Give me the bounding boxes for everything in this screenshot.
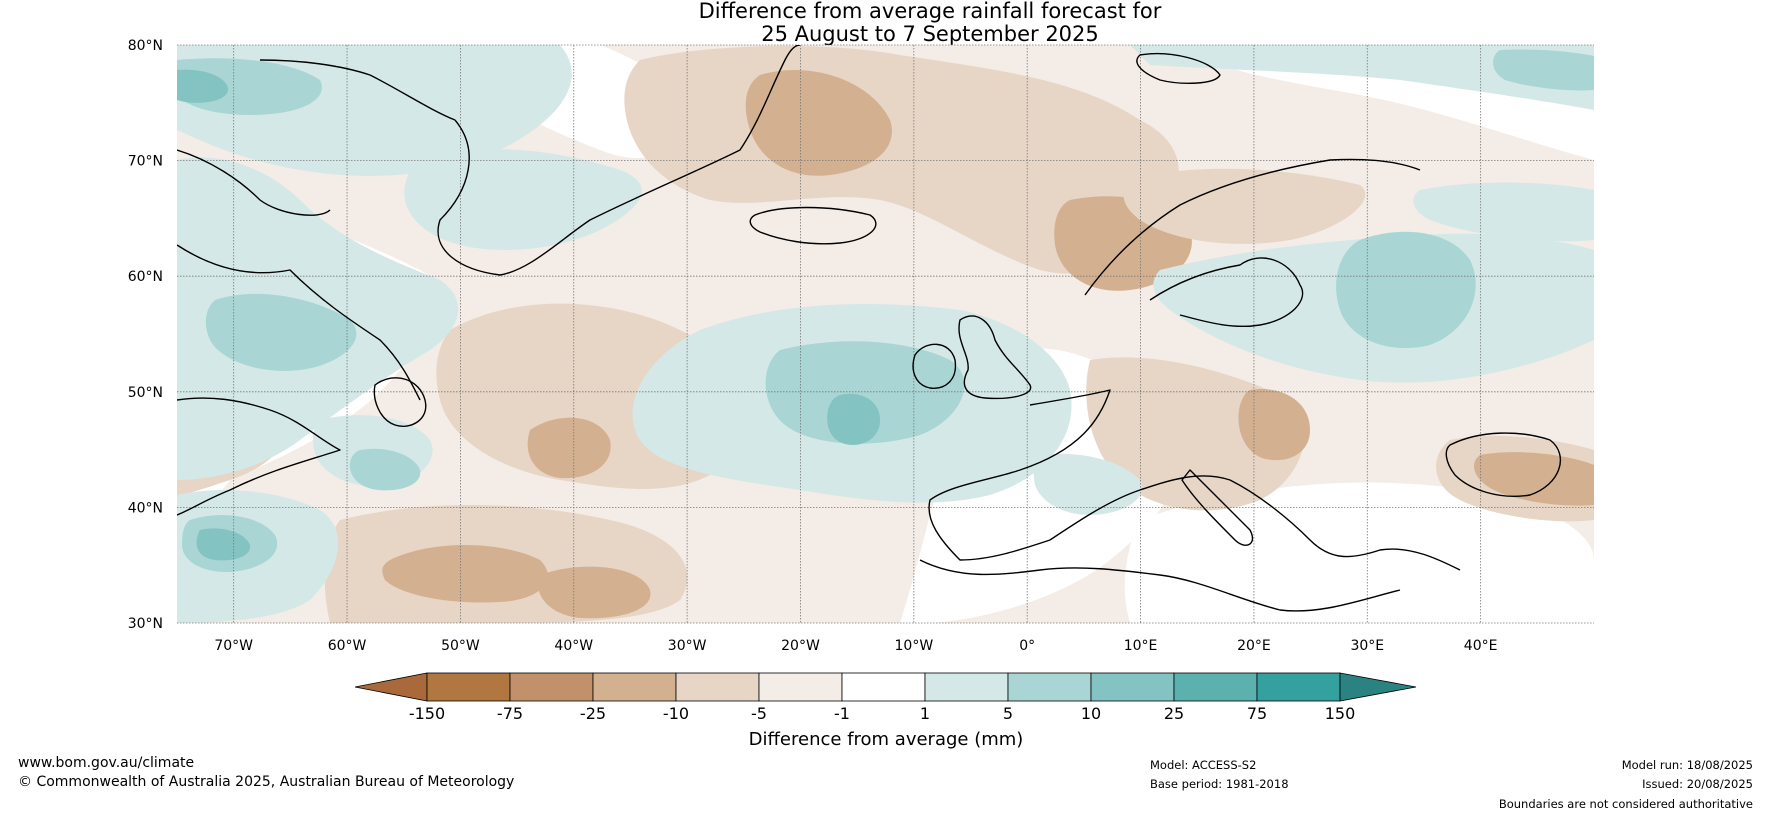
issued-text: Issued: 20/08/2025 [1642,777,1753,791]
colorbar-tick-label: -5 [751,704,767,723]
wet-region [205,293,357,371]
wet-region [196,528,251,561]
latitude-label: 80°N [128,38,163,54]
baltic-coast [1149,257,1304,328]
longitude-label: 0° [1019,638,1035,654]
colorbar-swatch [426,672,511,702]
colorbar-tick-label: 1 [920,704,930,723]
dry-region [745,70,892,176]
svalbard-coast [1136,53,1221,84]
colorbar-swatch [592,672,677,702]
colorbar-swatch [1090,672,1175,702]
wet-region [1033,453,1142,515]
colorbar-tick-label: 10 [1081,704,1101,723]
wet-region [827,393,880,445]
near-zero-region [1124,482,1594,623]
website-text: www.bom.gov.au/climate [18,755,195,771]
colorbar-extend-high [1339,672,1417,702]
title-line-2: 25 August to 7 September 2025 [761,22,1099,46]
iceland-coast [749,206,877,245]
wet-region [349,448,421,491]
title-line-1: Difference from average rainfall forecas… [698,0,1162,23]
colorbar-tick-label: 150 [1325,704,1356,723]
norway-coast [1084,158,1421,296]
longitude-label: 10°E [1124,638,1158,654]
dry-region [382,545,548,603]
wet-region [177,69,229,103]
colorbar-swatch [1007,672,1092,702]
model-text: Model: ACCESS-S2 [1150,758,1257,772]
copyright-text: © Commonwealth of Australia 2025, Austra… [18,774,515,790]
wet-region [765,341,965,444]
greenland-coast [437,45,801,276]
colorbar-tick-label: 5 [1003,704,1013,723]
colorbar-tick-label: 75 [1247,704,1267,723]
north-america-east-coast [177,397,341,516]
dry-region [538,566,651,619]
longitude-label: 10°W [895,638,934,654]
latitude-label: 70°N [128,154,163,170]
longitude-label: 20°E [1237,638,1271,654]
colorbar-tick-labels: -150 -75 -25 -10 -5 -1 1 5 10 25 75 150 [409,704,1355,723]
longitude-label: 70°W [214,638,253,654]
longitude-label: 50°W [441,638,480,654]
europe-west-coast [928,389,1111,561]
colorbar-swatch [758,672,843,702]
newfoundland-coast [373,377,427,427]
colorbar-tick-label: -10 [663,704,689,723]
latitude-label: 60°N [128,269,163,285]
graticule [177,44,1594,624]
coastlines [177,45,1561,612]
map-title: Difference from average rainfall forecas… [0,0,1770,46]
colorbar-tick-label: 25 [1164,704,1184,723]
dry-region [1474,452,1594,506]
colorbar [354,672,1417,702]
dry-region [1238,389,1310,461]
latitude-label: 50°N [128,385,163,401]
black-sea-coast [1445,432,1561,497]
italy-coast [1181,469,1254,546]
longitude-labels: 70°W 60°W 50°W 40°W 30°W 20°W 10°W 0° 10°E 20°E 30… [214,638,1497,654]
baffin-coast [177,149,331,216]
longitude-label: 20°W [781,638,820,654]
colorbar-tick-label: -25 [580,704,606,723]
labrador-coast [177,244,421,401]
colorbar-label: Difference from average (mm) [749,729,1024,750]
mediterranean-north-coast [1049,475,1461,571]
dry-region [527,417,611,479]
latitude-labels: 80°N 70°N 60°N 50°N 40°N 30°N [128,38,163,632]
colorbar-swatch [1256,672,1341,702]
latitude-label: 30°N [128,616,163,632]
longitude-label: 30°E [1350,638,1384,654]
colorbar-swatch [509,672,594,702]
longitude-label: 40°E [1464,638,1498,654]
latitude-label: 40°N [128,500,163,516]
colorbar-tick-label: -75 [497,704,523,723]
anomaly-field [177,45,1594,623]
colorbar-tick-label: -150 [409,704,445,723]
longitude-label: 60°W [328,638,367,654]
colorbar-swatch [1173,672,1258,702]
colorbar-swatch [924,672,1009,702]
colorbar-swatch [675,672,760,702]
model-run-text: Model run: 18/08/2025 [1621,758,1753,772]
longitude-label: 40°W [554,638,593,654]
wet-region [1413,182,1594,242]
wet-region [1493,49,1594,91]
wet-region [1130,45,1594,110]
disclaimer-text: Boundaries are not considered authoritat… [1498,797,1753,811]
longitude-label: 30°W [668,638,707,654]
colorbar-extend-low [354,672,428,702]
base-period-text: Base period: 1981-2018 [1150,777,1289,791]
greenland-west-coast [259,59,456,121]
ireland-coast [912,343,957,389]
great-britain-coast [958,315,1032,400]
dry-region [1123,168,1366,244]
colorbar-tick-label: -1 [834,704,850,723]
north-africa-coast [919,559,1401,612]
wet-region [1336,231,1476,349]
colorbar-swatch [841,672,926,702]
